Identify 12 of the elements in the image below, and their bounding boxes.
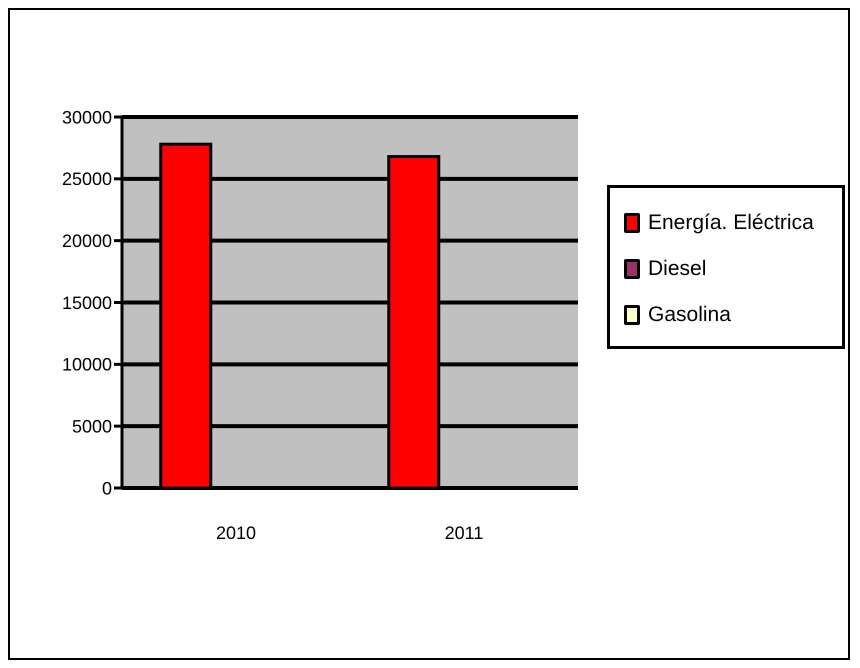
y-tick-label: 10000 [62, 354, 112, 375]
y-tick-label: 0 [102, 478, 112, 498]
x-tick-label: 2011 [444, 522, 484, 543]
x-tick-label: 2010 [216, 522, 256, 543]
y-tick-label: 25000 [62, 169, 112, 190]
legend-label: Diesel [648, 257, 706, 281]
y-tick-label: 5000 [72, 416, 112, 437]
y-tick-label: 30000 [62, 107, 112, 128]
legend-label: Energía. Eléctrica [648, 211, 814, 235]
y-tick-label: 20000 [62, 231, 112, 252]
legend-label: Gasolina [648, 303, 731, 327]
y-tick-label: 15000 [62, 292, 112, 313]
